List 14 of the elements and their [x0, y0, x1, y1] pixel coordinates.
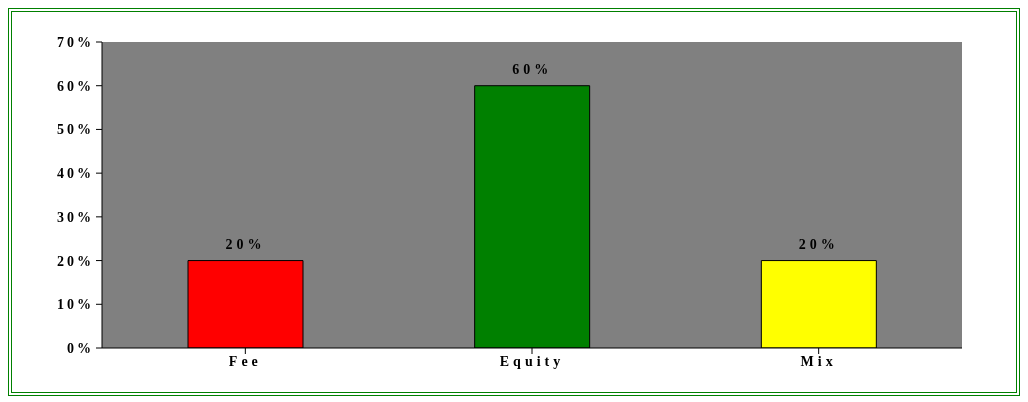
data-label: 20%: [225, 236, 266, 252]
y-tick-label: 40%: [57, 166, 94, 182]
y-tick-label: 30%: [57, 209, 94, 225]
y-tick-label: 60%: [57, 78, 94, 94]
x-tick-label: Equity: [499, 353, 565, 369]
data-label: 60%: [512, 61, 553, 77]
y-tick-label: 10%: [57, 297, 94, 313]
y-tick-label: 20%: [57, 253, 94, 269]
y-tick-label: 50%: [57, 122, 94, 138]
data-label: 20%: [798, 236, 839, 252]
x-tick-label: Fee: [228, 353, 262, 369]
x-tick-label: Mix: [800, 353, 837, 369]
y-tick-label: 70%: [57, 34, 94, 50]
y-tick-label: 0%: [67, 340, 94, 356]
